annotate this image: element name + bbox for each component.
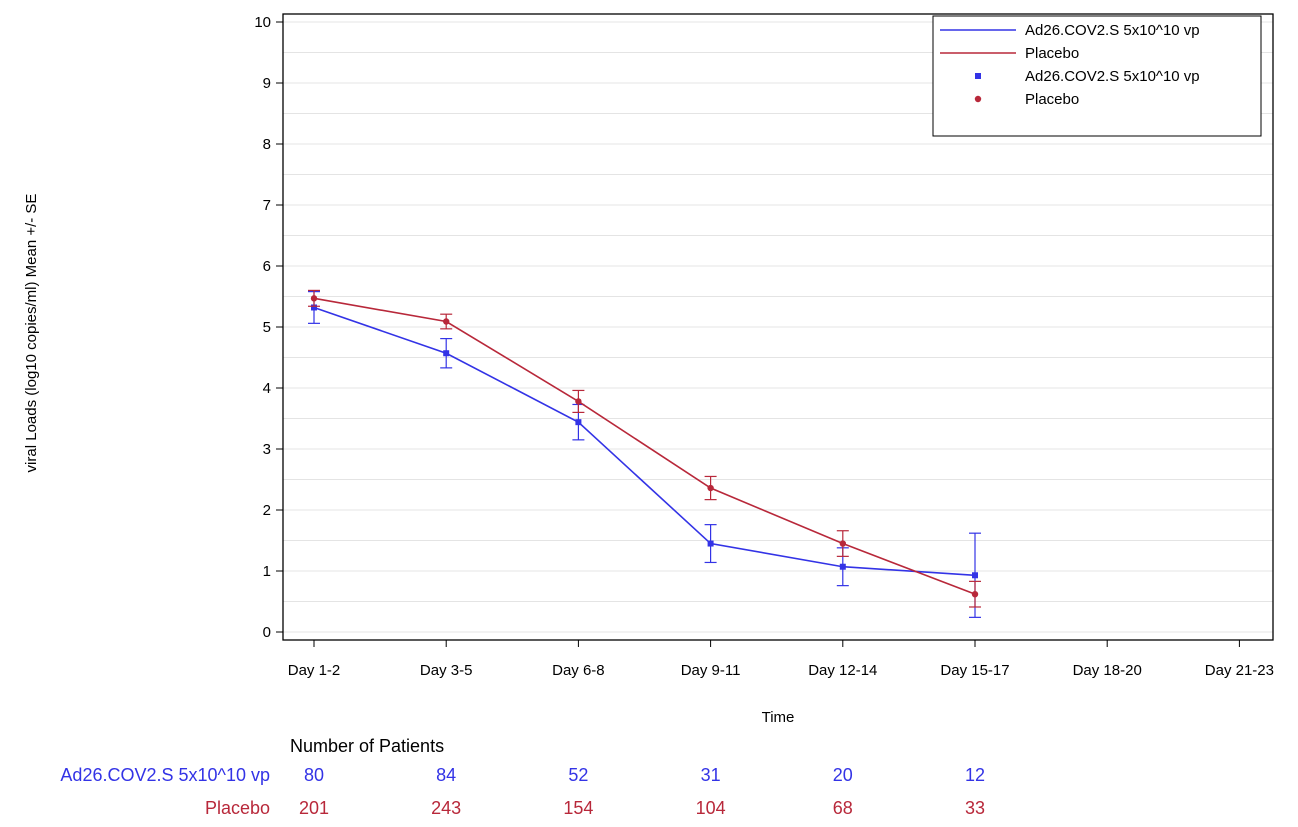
- chart-svg: 0 1 2 3 4 5 6 7 8 9 10 Day 1-2 Day 3-5 Day 6-8 Day 9-…: [23, 13, 1274, 726]
- y-tick-label: 5: [263, 319, 271, 336]
- legend-label: Ad26.COV2.S 5x10^10 vp: [1025, 68, 1200, 85]
- x-tick-label: Day 6-8: [552, 662, 605, 679]
- patients-count: 12: [964, 765, 986, 785]
- x-tick-label: Day 1-2: [288, 662, 341, 679]
- patients-table-title: Number of Patients: [290, 736, 445, 756]
- patients-count: 33: [964, 798, 986, 818]
- x-tick-label: Day 3-5: [420, 662, 473, 679]
- data-point: [707, 540, 714, 547]
- data-point: [972, 572, 978, 579]
- patients-count: 52: [568, 765, 589, 785]
- y-axis: 0 1 2 3 4 5 6 7 8 9 10: [254, 14, 283, 641]
- series-line: [313, 306, 976, 577]
- data-point: [839, 563, 846, 570]
- y-tick-label: 0: [263, 624, 271, 641]
- x-axis-title: Time: [762, 709, 795, 726]
- patients-count: 20: [832, 765, 853, 785]
- data-point: [443, 318, 450, 325]
- y-tick-label: 1: [263, 563, 271, 580]
- legend-label: Placebo: [1025, 91, 1079, 108]
- data-point: [971, 590, 979, 598]
- y-tick-label: 2: [263, 502, 271, 519]
- data-point: [575, 398, 582, 405]
- data-point: [311, 304, 317, 311]
- legend-label: Placebo: [1025, 45, 1079, 62]
- y-tick-label: 6: [263, 258, 271, 275]
- y-tick-label: 4: [263, 380, 271, 397]
- data-series: [308, 289, 981, 618]
- patients-count: 104: [695, 798, 726, 818]
- x-tick-label: Day 18-20: [1073, 662, 1142, 679]
- y-axis-title: viral Loads (log10 copies/ml) Mean +/- S…: [23, 194, 40, 473]
- gridlines: [283, 21, 1273, 633]
- x-tick-label: Day 15-17: [940, 662, 1009, 679]
- data-point: [707, 484, 714, 492]
- patients-row-label: Ad26.COV2.S 5x10^10 vp: [60, 765, 270, 785]
- x-tick-label: Day 9-11: [681, 662, 741, 679]
- patients-row-label: Placebo: [204, 798, 270, 818]
- y-tick-label: 7: [263, 197, 271, 214]
- patients-count: 80: [303, 765, 325, 785]
- patients-count: 68: [832, 798, 853, 818]
- data-point: [575, 419, 582, 426]
- patients-count: 201: [298, 798, 330, 818]
- y-tick-label: 9: [263, 75, 271, 92]
- y-tick-label: 3: [263, 441, 271, 458]
- patients-count: 31: [700, 765, 721, 785]
- legend-label: Ad26.COV2.S 5x10^10 vp: [1025, 22, 1200, 39]
- patients-count: 84: [436, 765, 457, 785]
- x-axis: Day 1-2 Day 3-5 Day 6-8 Day 9-11 Day 12-14 Da…: [288, 640, 1274, 679]
- x-tick-label: Day 12-14: [808, 662, 877, 679]
- x-tick-label: Day 21-23: [1205, 662, 1274, 679]
- series-group: [308, 291, 981, 618]
- series-group: [308, 289, 981, 608]
- legend-marker-swatch: [975, 73, 981, 79]
- data-point: [839, 540, 846, 547]
- legend: Ad26.COV2.S 5x10^10 vp Placebo Ad26.COV2.S…: [932, 15, 1262, 137]
- patients-count: 243: [431, 798, 462, 818]
- patients-count: 154: [563, 798, 594, 818]
- y-tick-label: 8: [263, 136, 271, 153]
- data-point: [310, 295, 318, 302]
- legend-box: [932, 15, 1262, 137]
- y-tick-label: 10: [254, 14, 271, 31]
- data-point: [443, 350, 450, 357]
- series-line: [313, 297, 976, 595]
- legend-marker-swatch: [974, 95, 982, 103]
